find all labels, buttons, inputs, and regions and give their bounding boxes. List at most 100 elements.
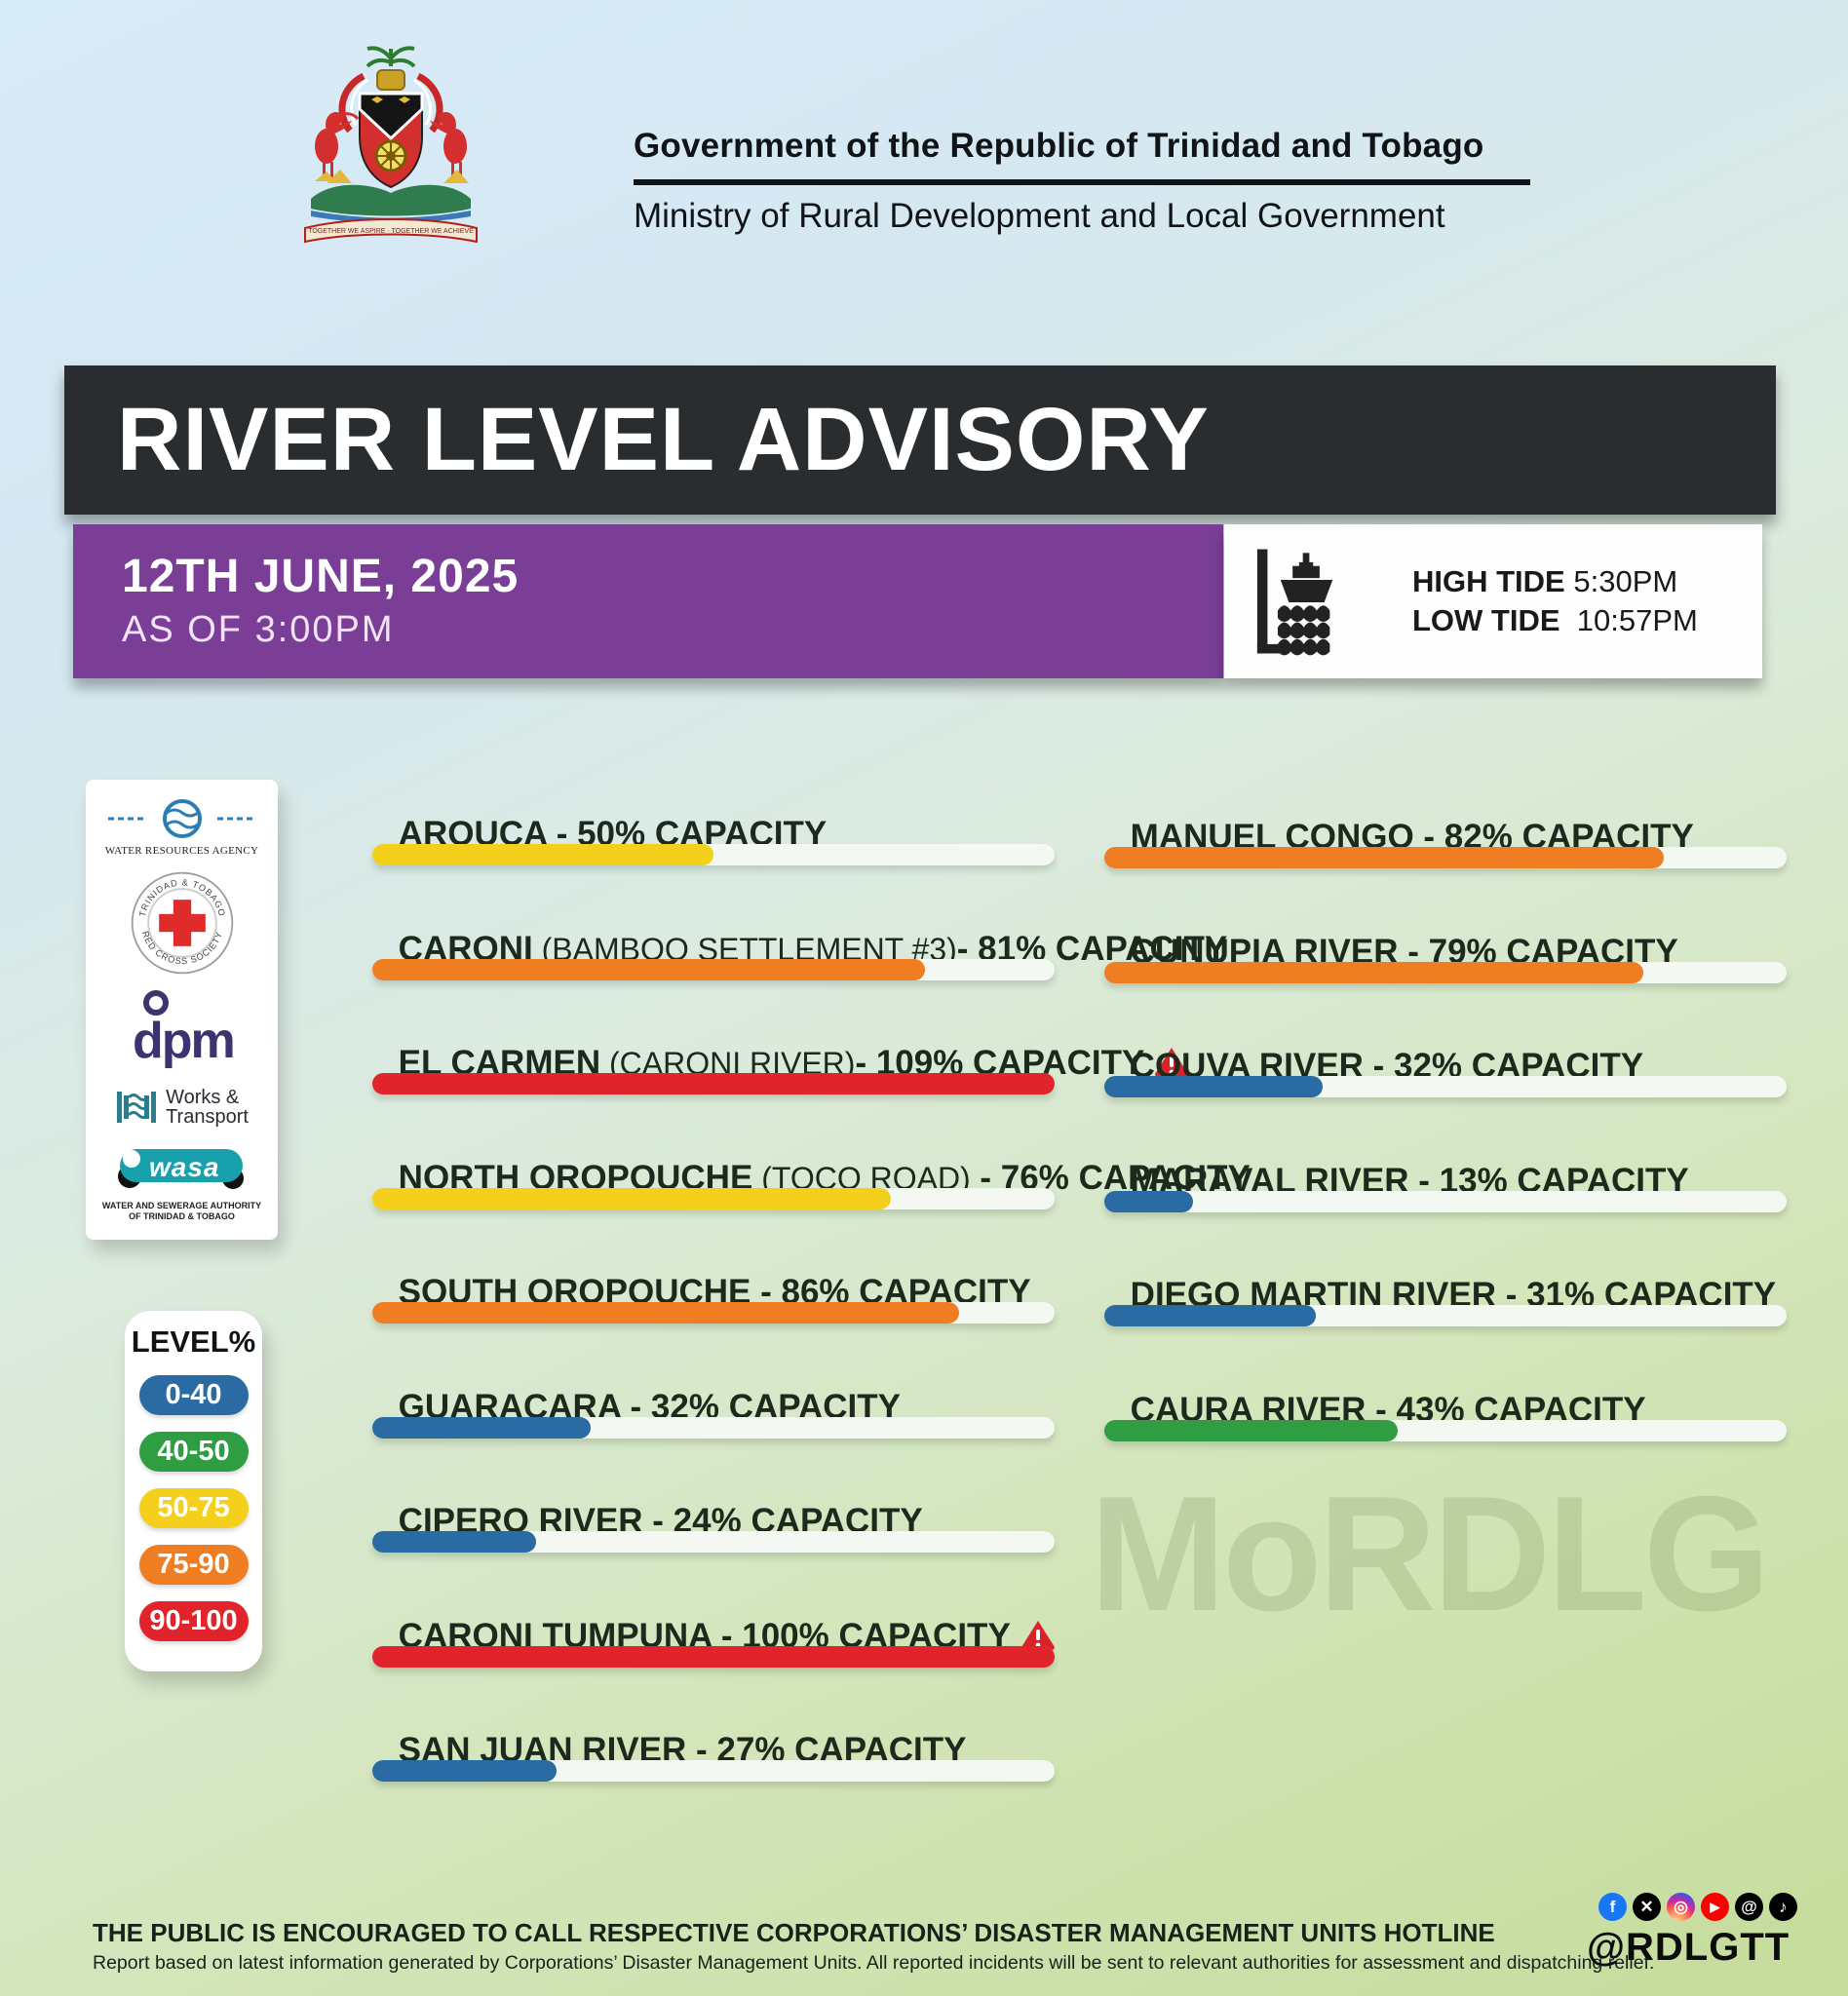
water-resources-agency-logo: WATER RESOURCES AGENCY: [104, 797, 260, 857]
works-transport-text: Works & Transport: [166, 1087, 249, 1128]
capacity-bar-track: [1104, 961, 1787, 983]
capacity-bar-fill: [372, 958, 925, 980]
partner-logos-panel: WATER RESOURCES AGENCY TRINIDAD & TOBAGO…: [86, 780, 278, 1240]
red-cross-society-logo: TRINIDAD & TOBAGO RED CROSS SOCIETY: [129, 869, 236, 977]
capacity-bar-track: [1104, 847, 1787, 868]
river-label: GUARACARA - 32% CAPACITY: [372, 1370, 901, 1444]
capacity-bar-fill: [1104, 1419, 1398, 1441]
capacity-bar-track: [372, 1760, 1055, 1782]
wra-waves-icon: [107, 799, 256, 838]
high-tide-label: HIGH TIDE: [1412, 564, 1565, 598]
harbor-ship-waves-icon: [1256, 549, 1333, 656]
youtube-icon[interactable]: ▶: [1701, 1893, 1729, 1921]
advisory-date: 12TH JUNE, 2025: [122, 551, 520, 602]
legend-title: LEVEL%: [131, 1324, 256, 1359]
trinidad-tobago-coat-of-arms-icon: TOGETHER WE ASPIRE · TOGETHER WE ACHIEVE: [304, 46, 478, 244]
capacity-bar-track: [372, 1302, 1055, 1324]
capacity-bar-fill: [372, 844, 713, 865]
river-row: EL CARMEN (CARONI RIVER)- 109% CAPACITY: [372, 1026, 1189, 1141]
river-row: NORTH OROPOUCHE (TOCO ROAD) - 76% CAPACI…: [372, 1141, 1251, 1256]
capacity-bar-track: [372, 844, 1055, 865]
level-legend: LEVEL% 0-40 40-50 50-75 75-90 90-100: [125, 1311, 262, 1671]
capacity-bar-track: [1104, 1419, 1787, 1441]
footer-hotline-text: THE PUBLIC IS ENCOURAGED TO CALL RESPECT…: [93, 1918, 1495, 1947]
tiktok-icon[interactable]: ♪: [1769, 1893, 1797, 1921]
threads-icon[interactable]: @: [1735, 1893, 1763, 1921]
odpm-icon: dpm: [133, 990, 235, 1069]
river-row: MARAVAL RIVER - 13% CAPACITY: [1104, 1144, 1845, 1259]
capacity-bar-fill: [1104, 961, 1643, 983]
river-row: AROUCA - 50% CAPACITY: [372, 797, 1113, 912]
works-transport-logo: Works & Transport: [115, 1086, 249, 1129]
date-banner: 12TH JUNE, 2025 AS OF 3:00PM: [73, 524, 1223, 678]
legend-pills: 0-40 40-50 50-75 75-90 90-100: [125, 1375, 262, 1641]
legend-range-pill: 40-50: [138, 1432, 249, 1472]
river-row: CARONI (BAMBOO SETTLEMENT #3)- 81% CAPAC…: [372, 912, 1227, 1027]
legend-range-pill: 90-100: [138, 1601, 249, 1641]
river-row: MANUEL CONGO - 82% CAPACITY: [1104, 800, 1845, 915]
capacity-bar-fill: [372, 1416, 591, 1439]
facebook-icon[interactable]: f: [1598, 1893, 1627, 1921]
title-banner: RIVER LEVEL ADVISORY: [64, 365, 1776, 515]
social-handle[interactable]: @RDLGTT: [1587, 1926, 1790, 1969]
legend-range-pill: 75-90: [138, 1545, 249, 1585]
header-text-block: Government of the Republic of Trinidad a…: [634, 127, 1530, 236]
coat-motto: TOGETHER WE ASPIRE · TOGETHER WE ACHIEVE: [308, 228, 474, 235]
capacity-bar-fill: [372, 1302, 959, 1324]
wra-caption: WATER RESOURCES AGENCY: [104, 845, 259, 857]
odpm-text: dpm: [133, 1013, 234, 1069]
social-icons-row: f ✕ ◎ ▶ @ ♪: [1598, 1893, 1797, 1921]
footer-disclaimer-text: Report based on latest information gener…: [93, 1952, 1655, 1974]
capacity-bar-track: [1104, 1076, 1787, 1097]
river-label: CARONI (BAMBOO SETTLEMENT #3)- 81% CAPAC…: [372, 912, 1228, 986]
rivers-column-right: MANUEL CONGO - 82% CAPACITY CUNUPIA RIVE…: [1104, 800, 1845, 1487]
river-row: CIPERO RIVER - 24% CAPACITY: [372, 1484, 1113, 1599]
capacity-bar-fill: [1104, 1305, 1316, 1326]
instagram-icon[interactable]: ◎: [1667, 1893, 1695, 1921]
river-capacity-text: - 81% CAPACITY: [956, 929, 1228, 968]
red-cross-icon: TRINIDAD & TOBAGO RED CROSS SOCIETY: [131, 871, 233, 975]
river-row: SOUTH OROPOUCHE - 86% CAPACITY: [372, 1255, 1113, 1370]
capacity-bar-fill: [372, 1760, 557, 1782]
river-row: COUVA RIVER - 32% CAPACITY: [1104, 1029, 1845, 1144]
wasa-text: wasa: [149, 1152, 220, 1182]
low-tide-label: LOW TIDE: [1412, 603, 1560, 637]
x-icon[interactable]: ✕: [1633, 1893, 1661, 1921]
wasa-icon: wasa: [118, 1149, 245, 1189]
capacity-bar-fill: [372, 1187, 891, 1209]
capacity-bar-track: [372, 1531, 1055, 1553]
warning-icon: [1155, 1048, 1189, 1077]
river-row: CARONI TUMPUNA - 100% CAPACITY: [372, 1599, 1113, 1714]
wasa-logo: wasa WATER AND SEWERAGE AUTHORITY OF TRI…: [102, 1141, 261, 1222]
page-title: RIVER LEVEL ADVISORY: [117, 390, 1210, 489]
capacity-bar-track: [1104, 1305, 1787, 1326]
wasa-caption: WATER AND SEWERAGE AUTHORITY OF TRINIDAD…: [101, 1201, 262, 1221]
capacity-bar-track: [372, 958, 1055, 980]
river-row: CUNUPIA RIVER - 79% CAPACITY: [1104, 915, 1845, 1030]
low-tide-time: 10:57PM: [1576, 603, 1698, 637]
odpm-logo: dpm: [119, 989, 246, 1073]
capacity-bar-fill: [372, 1073, 1055, 1094]
river-row: DIEGO MARTIN RIVER - 31% CAPACITY: [1104, 1258, 1845, 1373]
river-row: CAURA RIVER - 43% CAPACITY: [1104, 1373, 1845, 1488]
capacity-bar-fill: [1104, 847, 1664, 868]
legend-range-pill: 50-75: [138, 1488, 249, 1528]
works-transport-icon: [117, 1092, 157, 1123]
high-tide-time: 5:30PM: [1573, 564, 1678, 598]
capacity-bar-track: [372, 1187, 1055, 1209]
capacity-bar-fill: [372, 1531, 536, 1553]
capacity-bar-fill: [1104, 1190, 1193, 1212]
ministry-line: Ministry of Rural Development and Local …: [634, 197, 1445, 235]
tide-info-box: HIGH TIDE 5:30PM LOW TIDE 10:57PM: [1224, 524, 1762, 678]
capacity-bar-track: [372, 1073, 1055, 1094]
river-row: SAN JUAN RIVER - 27% CAPACITY: [372, 1713, 1113, 1828]
capacity-bar-track: [372, 1645, 1055, 1668]
capacity-bar-track: [372, 1416, 1055, 1439]
government-line: Government of the Republic of Trinidad a…: [634, 127, 1530, 185]
warning-icon: [1020, 1620, 1055, 1650]
capacity-bar-fill: [1104, 1076, 1323, 1097]
capacity-bar-fill: [372, 1645, 1055, 1668]
capacity-bar-track: [1104, 1190, 1787, 1212]
advisory-time: AS OF 3:00PM: [122, 609, 395, 650]
